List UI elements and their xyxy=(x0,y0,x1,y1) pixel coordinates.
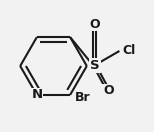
Text: N: N xyxy=(31,88,42,101)
Text: Cl: Cl xyxy=(123,44,136,57)
Text: O: O xyxy=(103,84,114,97)
Text: Br: Br xyxy=(75,91,91,104)
Text: S: S xyxy=(90,59,99,72)
Text: O: O xyxy=(89,18,100,31)
